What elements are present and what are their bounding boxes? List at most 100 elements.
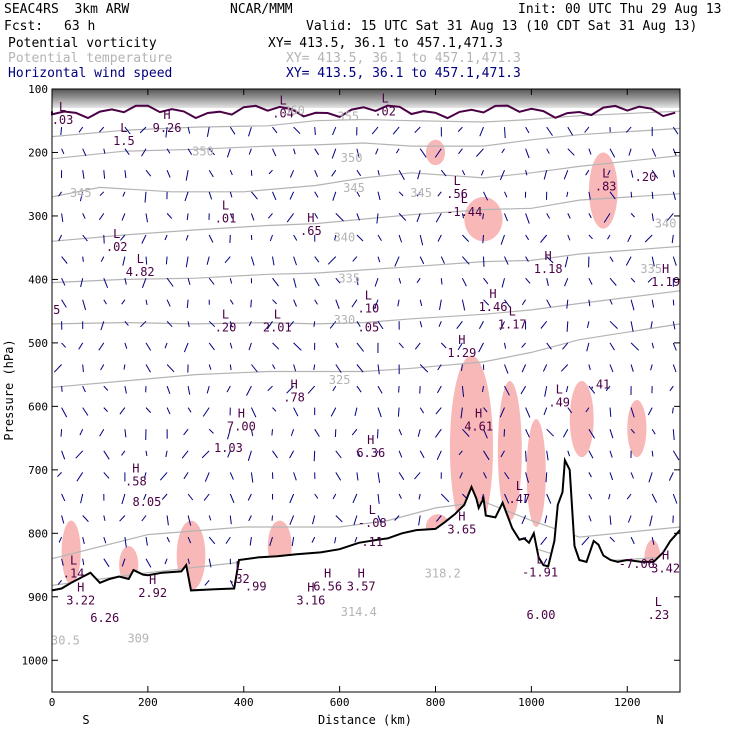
wind-vector [335,213,344,222]
pv-shade-area [497,380,522,521]
wind-vector [375,450,379,457]
wind-vector [419,234,424,246]
theta-contour-label: 345 [70,186,92,200]
y-tick-label: 500 [28,337,48,350]
pv-extremum-marker: L [120,121,127,135]
wind-vector [293,256,297,266]
y-tick-label: 400 [28,273,48,286]
wind-vector [313,450,316,462]
wind-vector [398,429,403,436]
theta-contour [51,127,681,160]
theta-contour [51,323,681,388]
wind-vector [500,450,505,458]
wind-vector [588,450,594,459]
wind-vector [61,515,65,524]
wind-vector [286,213,295,223]
wind-vector [414,126,421,134]
wind-vector [377,472,381,483]
wind-vector [419,364,429,373]
wind-vector [377,191,381,201]
wind-vector [314,213,319,219]
wind-vector [271,515,273,521]
wind-vector [334,537,337,544]
pv-extremum-marker: H [489,287,496,301]
wind-vector [669,385,674,392]
y-axis-label: Pressure (hPa) [2,339,16,440]
wind-vector [250,429,254,436]
pv-extremum-value: .47 [509,492,531,506]
field-xy-wind: XY= 413.5, 36.1 to 457.1,471.3 [286,66,521,81]
tropopause-band [52,89,680,109]
wind-vector [332,385,337,392]
wind-vector [499,321,505,331]
wind-vector [647,407,653,416]
wind-vector [141,515,147,522]
wind-vector [609,320,618,329]
wind-vector [166,170,171,178]
wind-vector [225,536,231,544]
wind-vector [628,148,632,156]
wind-vector [651,169,659,179]
wind-vector [483,407,488,413]
pv-extremum-value: .83 [595,180,617,194]
wind-vector [607,169,611,176]
wind-vector [377,515,382,524]
wind-vector [293,234,298,241]
wind-vector [630,364,634,372]
wind-vector [248,342,252,351]
wind-vector [145,342,152,351]
wind-vector [289,515,295,525]
wind-vector [586,321,590,329]
wind-vector [438,321,442,327]
wind-vector [607,234,611,240]
wind-vector [651,450,654,457]
wind-vector [98,342,105,351]
theta-contour [51,193,681,242]
wind-vector [103,278,109,288]
theta-contour-label: 325 [329,373,351,387]
wind-vector [356,148,360,159]
wind-vector [417,170,421,180]
wind-vector [250,213,255,221]
pv-extremum-marker: H [290,377,297,391]
pv-extremum-marker: L [274,307,281,321]
y-tick-label: 800 [28,527,48,540]
wind-vector [183,428,189,436]
wind-vector [392,126,400,135]
theta-contour-label: 340 [655,216,677,230]
wind-vector [630,472,634,479]
wind-vector [208,148,215,156]
wind-vector [185,170,189,181]
wind-vector [227,450,231,458]
wind-vector [78,342,84,350]
wind-vector [293,472,297,481]
y-tick-label: 1000 [22,654,49,667]
x-tick-label: 400 [234,696,254,709]
wind-vector [394,515,400,521]
plot-frame [51,88,681,693]
pv-extremum-value: .10 [358,301,380,315]
header-init: Init: 00 UTC Thu 29 Aug 13 [518,2,722,17]
wind-vector [103,170,106,179]
pv-extremum-value: .03 [52,113,74,127]
field-xy-theta: XY= 413.5, 36.1 to 457.1,471.3 [286,51,521,66]
wind-vector [672,191,676,201]
wind-vector [100,321,105,331]
wind-vector [525,450,527,462]
pv-extremum-marker: L [235,559,242,573]
wind-vector [314,428,320,437]
wind-vector [546,342,552,350]
wind-vector [521,364,527,373]
wind-vector [166,407,171,415]
wind-vector [414,472,421,480]
wind-vector [124,148,130,155]
wind-vector [437,191,442,197]
wind-vector [458,450,463,456]
pv-extremum-value: .20 [215,320,237,334]
terrain-fill [52,460,680,692]
wind-vector [543,170,548,180]
pv-extremum-value: 6.26 [90,611,119,625]
wind-vector [377,385,383,394]
wind-vector [436,450,442,461]
wind-vector [609,450,613,458]
